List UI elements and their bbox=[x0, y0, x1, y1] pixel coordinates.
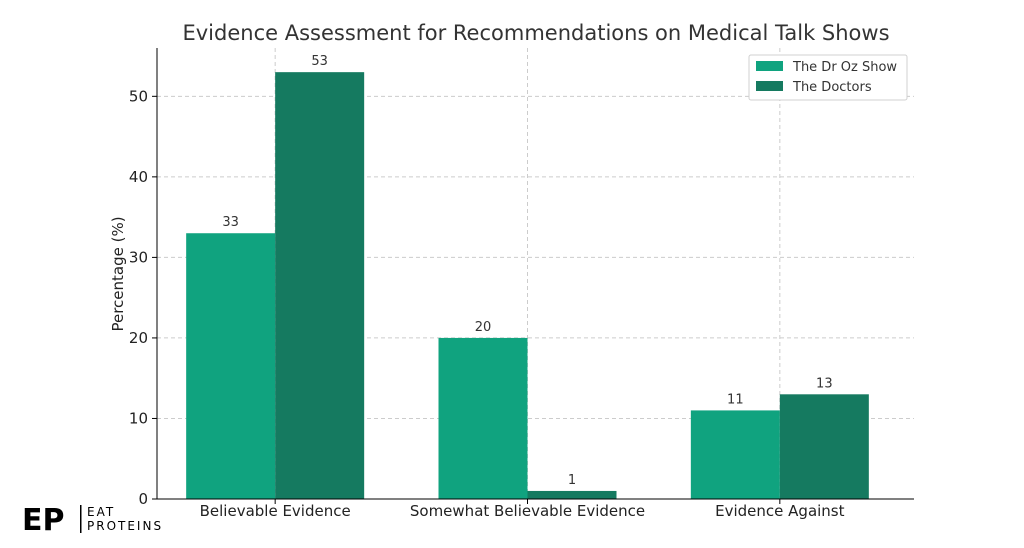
bar-the-doctors-evidence-against bbox=[779, 394, 869, 499]
y-tick-label-50: 50 bbox=[129, 87, 148, 105]
legend-swatch-dr-oz bbox=[756, 61, 783, 71]
x-tick-label-believable-evidence: Believable Evidence bbox=[200, 502, 351, 520]
data-label-the-doctors-believable-evidence: 53 bbox=[311, 54, 328, 69]
data-label-dr-oz-evidence-against: 11 bbox=[727, 392, 744, 407]
y-axis-label: Percentage (%) bbox=[109, 216, 127, 331]
logo-word-proteins: PROTEINS bbox=[87, 519, 163, 533]
bar-the-doctors-somewhat-believable-evidence bbox=[527, 490, 617, 499]
eat-proteins-logo: EP EAT PROTEINS bbox=[22, 503, 163, 538]
data-label-dr-oz-somewhat-believable-evidence: 20 bbox=[475, 320, 492, 335]
legend-label-dr-oz: The Dr Oz Show bbox=[792, 60, 897, 75]
labels-layer: 33 20 11 53 1 13 bbox=[222, 54, 832, 488]
y-tick-label-0: 0 bbox=[138, 490, 148, 508]
logo-divider bbox=[80, 505, 82, 533]
legend-label-the-doctors: The Doctors bbox=[792, 80, 872, 95]
y-tick-label-30: 30 bbox=[129, 248, 148, 266]
y-tick-label-20: 20 bbox=[129, 329, 148, 347]
y-tick-label-40: 40 bbox=[129, 168, 148, 186]
legend-frame bbox=[748, 54, 908, 101]
x-tick-label-evidence-against: Evidence Against bbox=[715, 502, 844, 520]
x-tick-label-somewhat-believable-evidence: Somewhat Believable Evidence bbox=[410, 502, 645, 520]
bar-dr-oz-somewhat-believable-evidence bbox=[438, 337, 528, 499]
data-label-the-doctors-somewhat-believable-evidence: 1 bbox=[568, 473, 576, 488]
chart-title: Evidence Assessment for Recommendations … bbox=[182, 21, 889, 45]
bar-dr-oz-evidence-against bbox=[690, 410, 780, 499]
logo-mark: EP bbox=[22, 503, 64, 538]
legend: The Dr Oz Show The Doctors bbox=[748, 54, 908, 101]
legend-swatch-the-doctors bbox=[756, 81, 783, 91]
data-label-dr-oz-believable-evidence: 33 bbox=[222, 215, 239, 230]
axes-layer: 0 10 20 30 40 50 Believable Evidence Somewhat B… bbox=[129, 48, 914, 520]
bar-the-doctors-believable-evidence bbox=[275, 72, 365, 500]
bar-dr-oz-believable-evidence bbox=[186, 233, 276, 499]
y-tick-label-10: 10 bbox=[129, 409, 148, 427]
data-label-the-doctors-evidence-against: 13 bbox=[816, 376, 833, 391]
bars-layer bbox=[186, 72, 869, 500]
logo-word-eat: EAT bbox=[87, 505, 115, 519]
